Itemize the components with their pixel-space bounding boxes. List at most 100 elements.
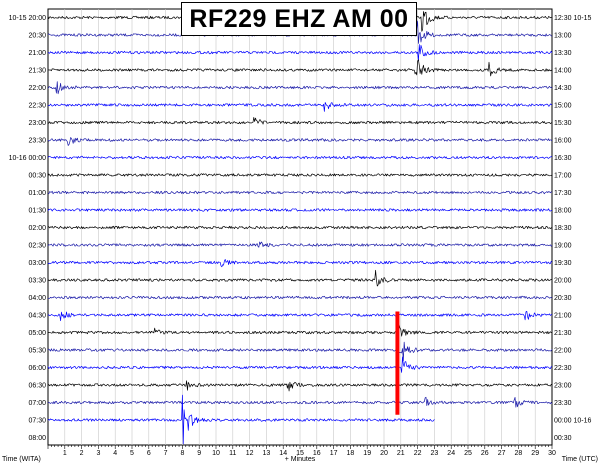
x-tick-label: 17 (330, 450, 338, 457)
left-axis-title: Time (WITA) (2, 456, 41, 463)
row-label-right: 23:30 (554, 400, 572, 407)
x-tick-label: 2 (80, 450, 84, 457)
row-label-right: 17:00 (554, 173, 572, 180)
row-label-right: 17:30 (554, 190, 572, 197)
row-label-left: 08:00 (28, 435, 46, 442)
row-label-right: 19:30 (554, 260, 572, 267)
row-label-left: 03:00 (28, 260, 46, 267)
row-label-right: 16:00 (554, 138, 572, 145)
row-label-left: 05:00 (28, 330, 46, 337)
x-tick-label: 6 (147, 450, 151, 457)
x-tick-label: 29 (531, 450, 539, 457)
trace-row (47, 117, 553, 125)
row-label-left: 01:00 (28, 190, 46, 197)
x-tick-label: 15 (296, 450, 304, 457)
row-label-left: 20:30 (28, 33, 46, 40)
x-tick-label: 21 (397, 450, 405, 457)
row-label-right: 15:00 (554, 103, 572, 110)
x-tick-label: 27 (498, 450, 506, 457)
row-label-left: 05:30 (28, 348, 46, 355)
row-label-right: 21:00 (554, 313, 572, 320)
row-label-left: 21:30 (28, 68, 46, 75)
row-label-right: 00:30 (554, 435, 572, 442)
row-label-right: 23:00 (554, 383, 572, 390)
trace-row (47, 102, 553, 112)
row-label-left: 22:30 (28, 103, 46, 110)
trace-row (47, 173, 553, 177)
row-label-left: 06:30 (28, 383, 46, 390)
trace-row (47, 380, 553, 392)
row-label-left: 21:00 (28, 50, 46, 57)
trace-row (47, 44, 553, 62)
x-tick-label: 8 (180, 450, 184, 457)
row-label-left: 02:30 (28, 243, 46, 250)
x-tick-label: 28 (515, 450, 523, 457)
right-axis-title: Time (UTC) (562, 456, 598, 463)
row-label-left: 00:30 (28, 173, 46, 180)
row-label-right: 00:00 10-16 (554, 418, 591, 425)
x-tick-label: 12 (246, 450, 254, 457)
trace-row (47, 208, 553, 212)
row-label-right: 19:00 (554, 243, 572, 250)
row-label-left: 04:00 (28, 295, 46, 302)
row-label-right: 22:00 (554, 348, 572, 355)
station-title-box: RF229 EHZ AM 00 (181, 2, 417, 36)
axis-labels: 1 2 3 4 5 6 7 8 9 10 11 12 13 14 15 16 17 18 19 20 21 22 23 24 2… (9, 15, 592, 457)
row-label-right: 18:00 (554, 208, 572, 215)
row-label-right: 20:30 (554, 295, 572, 302)
row-label-left: 23:00 (28, 120, 46, 127)
trace-row (47, 241, 553, 248)
x-tick-label: 4 (113, 450, 117, 457)
row-label-right: 14:30 (554, 85, 572, 92)
row-label-left: 01:30 (28, 208, 46, 215)
row-label-left: 23:30 (28, 138, 46, 145)
trace-row (47, 137, 553, 146)
trace-row (47, 311, 553, 322)
x-tick-label: 11 (229, 450, 236, 457)
x-tick-label: 24 (447, 450, 455, 457)
x-tick-label: 30 (548, 450, 556, 457)
trace-row (47, 269, 553, 287)
x-tick-label: 14 (279, 450, 287, 457)
row-label-right: 12:30 10-15 (554, 15, 591, 22)
row-label-left: 02:00 (28, 225, 46, 232)
row-label-right: 13:30 (554, 50, 572, 57)
x-tick-label: 20 (380, 450, 388, 457)
row-label-right: 13:00 (554, 33, 572, 40)
row-label-left: 10-16 00:00 (9, 155, 46, 162)
trace-row (47, 259, 553, 268)
trace-row (47, 396, 553, 408)
trace-row (47, 81, 553, 95)
row-label-right: 22:30 (554, 365, 572, 372)
row-label-left: 22:00 (28, 85, 46, 92)
row-label-right: 21:30 (554, 330, 572, 337)
x-tick-label: 10 (212, 450, 220, 457)
trace-row (47, 295, 553, 300)
row-label-left: 06:00 (28, 365, 46, 372)
x-tick-label: 16 (313, 450, 321, 457)
x-tick-label: 18 (347, 450, 355, 457)
x-tick-label: 13 (263, 450, 271, 457)
x-tick-label: 19 (363, 450, 371, 457)
x-tick-label: 23 (431, 450, 439, 457)
row-label-left: 04:30 (28, 313, 46, 320)
x-axis-title: + Minutes (285, 456, 316, 463)
trace-row (47, 322, 553, 337)
trace-row (47, 341, 553, 362)
station-title: RF229 EHZ AM 00 (189, 4, 409, 33)
x-tick-label: 22 (414, 450, 422, 457)
trace-row (47, 190, 553, 195)
row-label-right: 18:30 (554, 225, 572, 232)
row-label-left: 07:00 (28, 400, 46, 407)
x-tick-label: 25 (464, 450, 472, 457)
trace-row (47, 356, 553, 373)
row-label-left: 10-15 20:00 (9, 15, 46, 22)
row-label-right: 15:30 (554, 120, 572, 127)
trace-row (47, 225, 553, 230)
row-label-left: 03:30 (28, 278, 46, 285)
x-tick-label: 1 (63, 450, 67, 457)
x-tick-label: 7 (164, 450, 168, 457)
row-label-right: 20:00 (554, 278, 572, 285)
x-tick-label: 9 (197, 450, 201, 457)
